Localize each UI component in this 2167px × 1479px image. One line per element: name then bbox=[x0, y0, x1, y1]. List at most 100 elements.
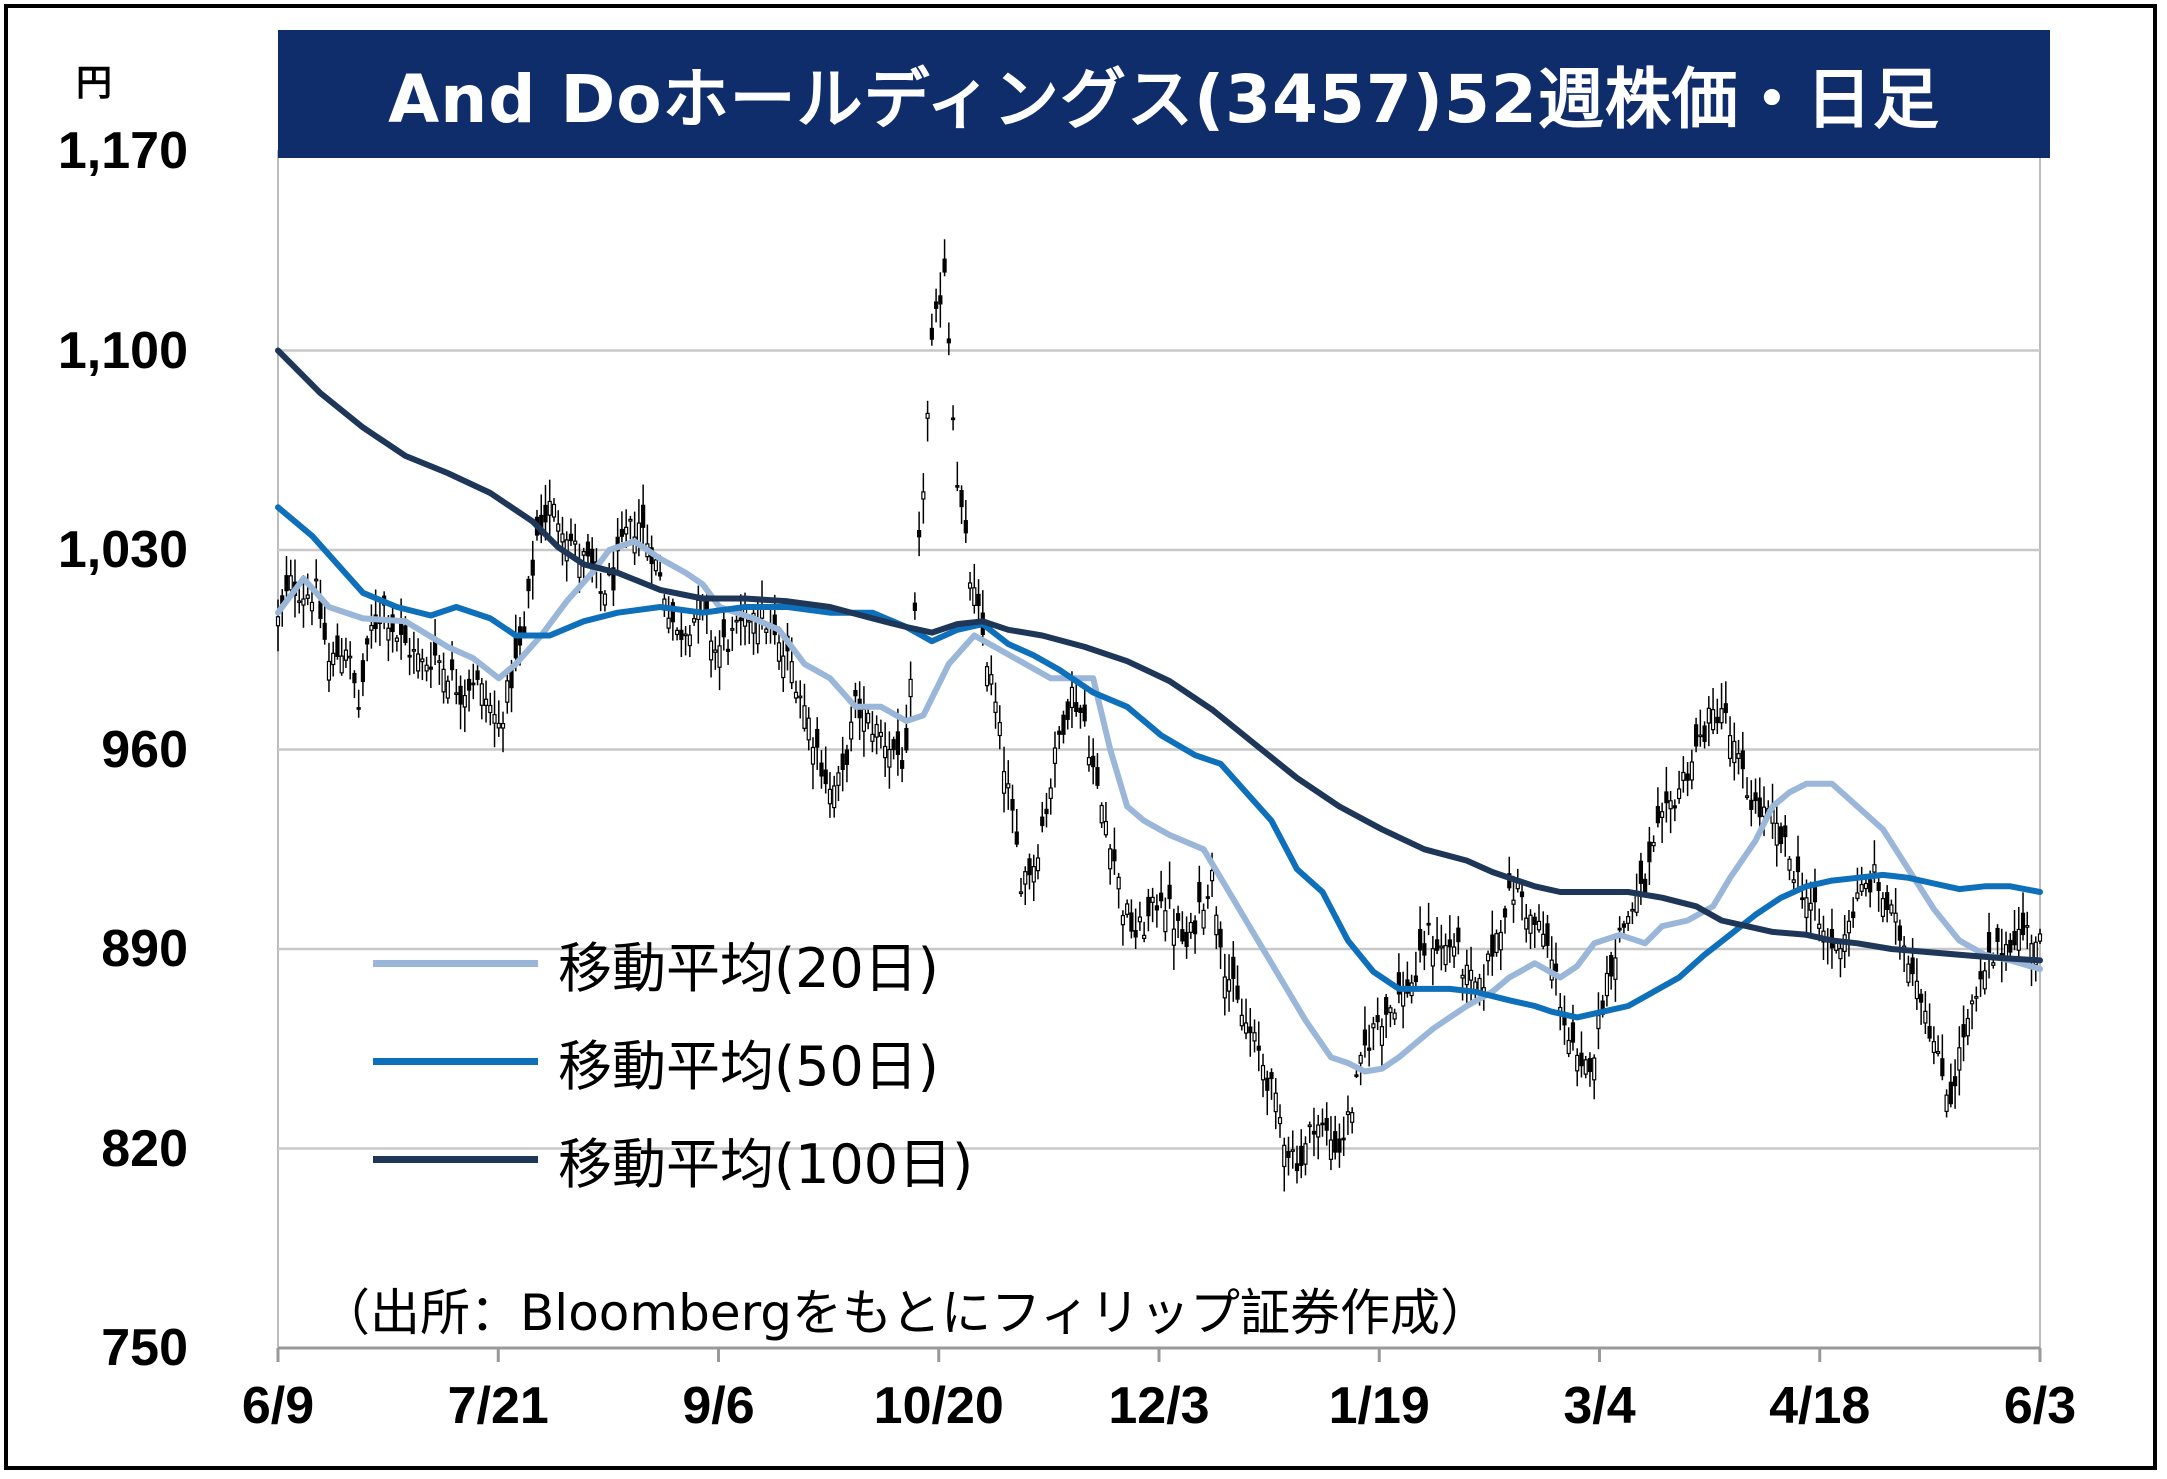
candle-body bbox=[1545, 923, 1550, 946]
candle-body bbox=[1282, 1144, 1287, 1168]
candle-body bbox=[1086, 757, 1092, 766]
candle-body bbox=[1188, 921, 1193, 933]
candle-body bbox=[1231, 956, 1236, 979]
candle-body bbox=[861, 708, 867, 732]
candle-body bbox=[764, 628, 769, 633]
y-tick-label: 1,170 bbox=[57, 122, 188, 180]
candle-body bbox=[326, 660, 332, 681]
candle-body bbox=[734, 619, 739, 623]
candle-body bbox=[1660, 811, 1665, 818]
candle-body bbox=[1795, 856, 1801, 873]
candle-body bbox=[1256, 1045, 1261, 1051]
candle-body bbox=[1337, 1138, 1342, 1153]
candle-body bbox=[1116, 876, 1121, 890]
candle-body bbox=[411, 648, 416, 652]
candle-body bbox=[2020, 912, 2026, 936]
candle-body bbox=[458, 685, 463, 705]
candle-body bbox=[462, 694, 467, 708]
candle-body bbox=[1727, 735, 1733, 759]
candle-body bbox=[1978, 971, 1983, 980]
candle-body bbox=[1804, 897, 1809, 919]
candle-body bbox=[365, 638, 370, 645]
candle-body bbox=[628, 518, 633, 522]
candle-body bbox=[938, 295, 943, 305]
candle-body bbox=[1906, 963, 1911, 983]
candle-body bbox=[1316, 1124, 1321, 1138]
source-note: （出所：Bloombergをもとにフィリップ証券作成） bbox=[320, 1284, 1490, 1342]
candle-body bbox=[1226, 979, 1232, 992]
candle-body bbox=[1846, 920, 1852, 934]
candle-body bbox=[815, 728, 820, 748]
candle-body bbox=[1753, 792, 1758, 802]
candle-body bbox=[1235, 985, 1240, 1000]
candle-body bbox=[933, 301, 939, 309]
candle-body bbox=[1541, 933, 1546, 947]
candle-body bbox=[1286, 1150, 1291, 1158]
candle-body bbox=[1579, 1052, 1584, 1067]
candle-body bbox=[1524, 917, 1529, 930]
candle-body bbox=[891, 739, 896, 751]
candle-body bbox=[1303, 1143, 1308, 1165]
candle-body bbox=[950, 417, 956, 421]
x-tick-label: 10/20 bbox=[873, 1377, 1004, 1435]
x-tick-label: 9/6 bbox=[682, 1377, 755, 1435]
candle-body bbox=[1108, 848, 1113, 870]
candle-body bbox=[1456, 927, 1461, 943]
candle-body bbox=[449, 659, 455, 671]
candle-body bbox=[1995, 927, 2000, 942]
candle-body bbox=[1006, 783, 1011, 789]
candle-body bbox=[624, 526, 629, 535]
candle-body bbox=[1655, 806, 1660, 824]
candle-body bbox=[1167, 884, 1172, 900]
candle-body bbox=[827, 788, 833, 805]
candle-body bbox=[942, 258, 947, 273]
candle-body bbox=[1324, 1117, 1329, 1131]
candle-body bbox=[683, 633, 688, 637]
candle-body bbox=[1358, 1054, 1363, 1064]
candle-body bbox=[823, 769, 828, 785]
candle-body bbox=[1919, 993, 1924, 1003]
ma100-line bbox=[275, 347, 2043, 964]
candle-body bbox=[670, 602, 675, 623]
candle-body bbox=[1150, 896, 1155, 903]
ma20-line bbox=[275, 538, 2043, 1075]
candle-body bbox=[870, 733, 875, 742]
candle-body bbox=[1091, 755, 1096, 768]
candle-body bbox=[598, 591, 603, 594]
candle-body bbox=[713, 649, 718, 653]
candle-body bbox=[1307, 1124, 1312, 1128]
candle-body bbox=[526, 578, 531, 592]
candle-body bbox=[1519, 891, 1525, 898]
candle-body bbox=[360, 660, 366, 683]
candle-body bbox=[1761, 806, 1767, 817]
candle-body bbox=[1443, 944, 1448, 966]
candle-body bbox=[573, 540, 578, 545]
candle-body bbox=[556, 523, 561, 532]
candle-body bbox=[1294, 1163, 1300, 1172]
candle-body bbox=[1396, 972, 1401, 995]
candle-body bbox=[1647, 841, 1652, 863]
candle-body bbox=[1677, 788, 1682, 800]
x-tick-label: 12/3 bbox=[1108, 1377, 1210, 1435]
candle-body bbox=[275, 616, 281, 627]
candle-body bbox=[1464, 964, 1469, 986]
candle-body bbox=[1129, 912, 1134, 932]
candle-body bbox=[581, 551, 586, 556]
candle-body bbox=[1350, 1112, 1355, 1123]
candle-body bbox=[1923, 1010, 1928, 1024]
candle-body bbox=[1354, 1074, 1359, 1077]
candle-body bbox=[641, 504, 646, 528]
candle-body bbox=[1991, 962, 1996, 966]
candle-body bbox=[1672, 805, 1677, 809]
candle-body bbox=[738, 617, 743, 622]
candle-body bbox=[1787, 858, 1792, 871]
candle-body bbox=[585, 541, 591, 557]
candle-body bbox=[1171, 928, 1176, 946]
candle-body bbox=[445, 680, 450, 699]
candle-body bbox=[1125, 903, 1130, 915]
candle-body bbox=[1031, 866, 1036, 883]
candle-body bbox=[1651, 841, 1656, 847]
legend-swatch-ma20 bbox=[373, 959, 538, 967]
candle-body bbox=[1630, 908, 1635, 912]
candle-body bbox=[1948, 1081, 1953, 1105]
